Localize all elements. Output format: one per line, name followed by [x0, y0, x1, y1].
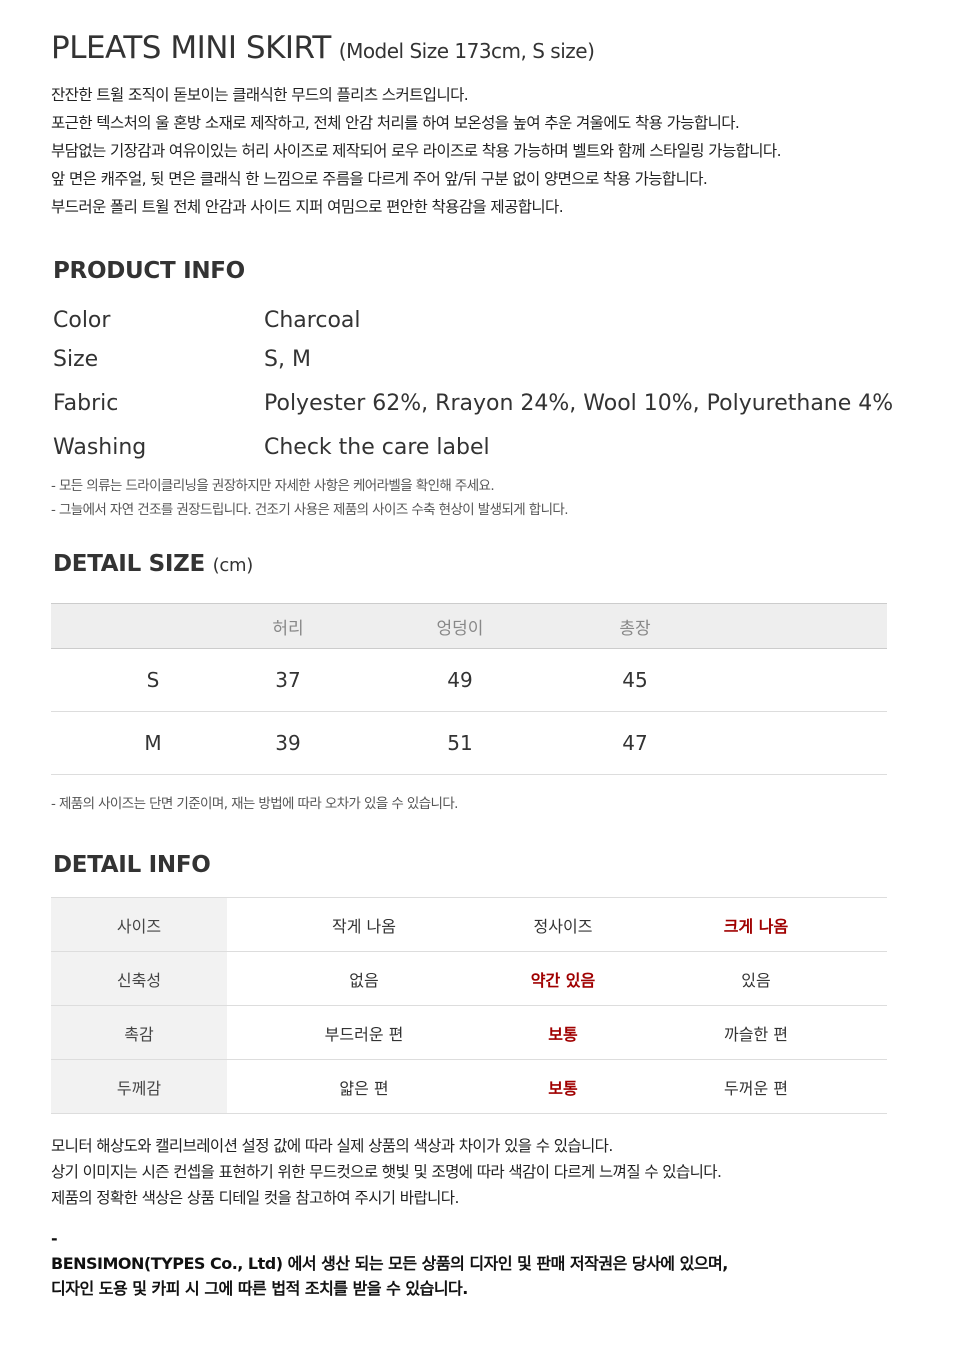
detail-option: 없음 [227, 951, 501, 1006]
detail-option: 까슬한 편 [625, 1005, 887, 1060]
description-line: 잔잔한 트윌 조직이 돋보이는 클래식한 무드의 플리츠 스커트입니다. [51, 86, 469, 104]
table-row: 두께감 얇은 편 보통 두꺼운 편 [51, 1059, 887, 1114]
info-row-color: Color Charcoal [53, 308, 361, 333]
info-label: Washing [53, 435, 147, 460]
detail-option: 보통 [501, 1005, 625, 1060]
table-row: S 37 49 45 [51, 648, 887, 712]
detail-info-table: 사이즈 작게 나옴 정사이즈 크게 나옴 신축성 없음 약간 있음 있음 촉감 부드러운 편 보통 까… [51, 897, 887, 1114]
info-label: Fabric [53, 391, 119, 416]
description-line: 부드러운 폴리 트윌 전체 안감과 사이드 지퍼 여밈으로 편안한 착용감을 제… [51, 198, 564, 216]
care-note: - 모든 의류는 드라이클리닝을 권장하지만 자세한 사항은 케어라벨을 확인해… [51, 478, 495, 494]
info-label: Size [53, 347, 99, 372]
size-cell: 39 [255, 711, 321, 775]
size-cell [671, 648, 887, 712]
detail-option: 두꺼운 편 [625, 1059, 887, 1114]
size-cell: 45 [599, 648, 671, 712]
disclaimer-line: 상기 이미지는 시즌 컨셉을 표현하기 위한 무드컷으로 햇빛 및 조명에 따라… [51, 1163, 722, 1181]
disclaimer-line: 모니터 해상도와 캘리브레이션 설정 값에 따라 실제 상품의 색상과 차이가 … [51, 1137, 613, 1155]
disclaimer-line: 제품의 정확한 색상은 상품 디테일 컷을 참고하여 주시기 바랍니다. [51, 1189, 459, 1207]
table-row: 촉감 부드러운 편 보통 까슬한 편 [51, 1005, 887, 1060]
size-cell: 51 [321, 711, 599, 775]
size-cell: 49 [321, 648, 599, 712]
table-row: M 39 51 47 [51, 711, 887, 775]
detail-option: 약간 있음 [501, 951, 625, 1006]
column-header: 총장 [599, 603, 671, 649]
size-table: 허리 엉덩이 총장 S 37 49 45 M 39 51 47 [51, 603, 887, 775]
size-note: - 제품의 사이즈는 단면 기준이며, 재는 방법에 따라 오차가 있을 수 있… [51, 796, 458, 812]
detail-label: 두께감 [51, 1059, 227, 1114]
heading-text: DETAIL SIZE [53, 551, 205, 577]
size-cell: M [51, 711, 255, 775]
description-line: 부담없는 기장감과 여유이있는 허리 사이즈로 제작되어 로우 라이즈로 착용 … [51, 142, 782, 160]
info-label: Color [53, 308, 111, 333]
size-cell: 37 [255, 648, 321, 712]
detail-label: 촉감 [51, 1005, 227, 1060]
copyright-line: 디자인 도용 및 카피 시 그에 따른 법적 조치를 받을 수 있습니다. [51, 1279, 468, 1298]
detail-info-heading: DETAIL INFO [53, 852, 211, 878]
description: 잔잔한 트윌 조직이 돋보이는 클래식한 무드의 플리츠 스커트입니다. 포근한… [51, 81, 782, 221]
product-title: PLEATS MINI SKIRT (Model Size 173cm, S si… [51, 30, 595, 66]
info-value: Charcoal [264, 308, 361, 333]
table-row: 사이즈 작게 나옴 정사이즈 크게 나옴 [51, 897, 887, 952]
size-table-header: 허리 엉덩이 총장 [51, 603, 887, 649]
column-header: 엉덩이 [321, 603, 599, 649]
size-cell: S [51, 648, 255, 712]
info-value: S, M [264, 347, 311, 372]
info-value: Check the care label [264, 435, 490, 460]
product-info-heading: PRODUCT INFO [53, 258, 245, 284]
description-line: 포근한 텍스처의 울 혼방 소재로 제작하고, 전체 안감 처리를 하여 보온성… [51, 114, 740, 132]
info-row-size: Size S, M [53, 347, 311, 372]
copyright-line: BENSIMON(TYPES Co., Ltd) 에서 생산 되는 모든 상품의… [51, 1254, 728, 1273]
separator-dash: - [51, 1229, 58, 1248]
copyright-notice: - BENSIMON(TYPES Co., Ltd) 에서 생산 되는 모든 상… [51, 1226, 728, 1301]
detail-option: 얇은 편 [227, 1059, 501, 1114]
title-text: PLEATS MINI SKIRT [51, 30, 331, 66]
detail-label: 사이즈 [51, 897, 227, 952]
info-row-washing: Washing Check the care label [53, 435, 490, 460]
detail-option: 있음 [625, 951, 887, 1006]
detail-option: 보통 [501, 1059, 625, 1114]
detail-option: 정사이즈 [501, 897, 625, 952]
detail-size-heading: DETAIL SIZE (cm) [53, 551, 253, 577]
detail-option: 부드러운 편 [227, 1005, 501, 1060]
color-disclaimer: 모니터 해상도와 캘리브레이션 설정 값에 따라 실제 상품의 색상과 차이가 … [51, 1133, 722, 1211]
column-header [671, 603, 887, 649]
detail-label: 신축성 [51, 951, 227, 1006]
info-row-fabric: Fabric Polyester 62%, Rrayon 24%, Wool 10… [53, 391, 893, 416]
description-line: 앞 면은 캐주얼, 뒷 면은 클래식 한 느낌으로 주름을 다르게 주어 앞/뒤… [51, 170, 708, 188]
info-value: Polyester 62%, Rrayon 24%, Wool 10%, Pol… [264, 391, 894, 416]
size-cell [671, 711, 887, 775]
table-row: 신축성 없음 약간 있음 있음 [51, 951, 887, 1006]
detail-option: 작게 나옴 [227, 897, 501, 952]
detail-option: 크게 나옴 [625, 897, 887, 952]
size-cell: 47 [599, 711, 671, 775]
unit: (cm) [212, 555, 254, 576]
column-header: 허리 [255, 603, 321, 649]
column-header [51, 603, 255, 649]
care-note: - 그늘에서 자연 건조를 권장드립니다. 건조기 사용은 제품의 사이즈 수축… [51, 502, 569, 518]
model-size: (Model Size 173cm, S size) [338, 39, 595, 63]
